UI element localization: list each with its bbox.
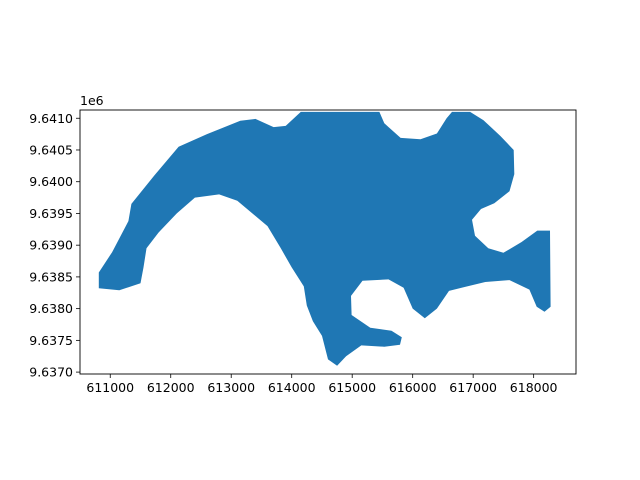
x-tick-label: 612000 [147, 380, 195, 395]
y-tick-label: 9.6400 [29, 174, 73, 189]
x-tick-label: 616000 [389, 380, 437, 395]
y-tick-label: 9.6395 [29, 206, 73, 221]
x-tick-label: 615000 [328, 380, 376, 395]
x-tick-label: 617000 [449, 380, 497, 395]
x-tick-label: 613000 [207, 380, 255, 395]
x-tick-label: 611000 [86, 380, 134, 395]
y-tick-label: 9.6410 [29, 111, 73, 126]
axes-frame [79, 109, 577, 375]
y-tick-label: 9.6370 [29, 365, 73, 380]
land-region-polygon [98, 111, 551, 366]
y-tick-label: 9.6375 [29, 333, 73, 348]
y-tick-label: 9.6380 [29, 301, 73, 316]
y-tick-label: 9.6390 [29, 238, 73, 253]
x-tick-label: 618000 [510, 380, 558, 395]
y-tick-label: 9.6385 [29, 269, 73, 284]
x-axis: 611000 612000 613000 614000 615000 616000 6170… [86, 374, 558, 395]
y-axis: 9.6370 9.6375 9.6380 9.6385 9.6390 9.6395 9.64… [29, 111, 80, 380]
y-offset-label: 1e6 [80, 93, 104, 108]
x-tick-label: 614000 [268, 380, 316, 395]
y-tick-label: 9.6405 [29, 142, 73, 157]
